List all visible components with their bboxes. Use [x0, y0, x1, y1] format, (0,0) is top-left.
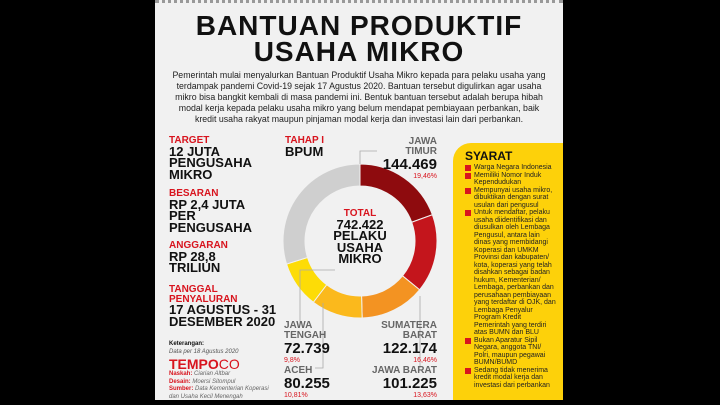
region-percent: 19,46% [413, 173, 437, 180]
donut-chart [282, 150, 472, 369]
syarat-list: Warga Negara Indonesia Memiliki Nomor Ind… [465, 164, 557, 389]
region-value: 101.225 [382, 375, 437, 392]
title: BANTUAN PRODUKTIF USAHA MIKRO [155, 10, 563, 67]
intro-paragraph: Pemerintah mulai menyalurkan Bantuan Pro… [172, 70, 546, 124]
region-percent: 13,63% [413, 392, 437, 399]
label-aceh: ACEH 80.255 10,81% [284, 366, 354, 400]
donut-segment-jawa-barat [361, 275, 421, 319]
fact-value: RP 2,4 JUTA PER PENGUSAHA [169, 196, 253, 235]
total-value: 742.422 [336, 216, 384, 232]
label-sumatera-barat: SUMATERA BARAT 122.174 16,46% [367, 321, 437, 365]
fact-label: TANGGAL PENYALURAN [169, 284, 238, 305]
fact-value: 12 JUTA PENGUSAHA MIKRO [169, 143, 252, 182]
phase-value: BPUM [285, 143, 324, 159]
total: TOTAL 742.422 PELAKU USAHA MIKRO [310, 209, 410, 265]
region-value: 72.739 [284, 340, 330, 357]
phase-label: TAHAP I [285, 135, 325, 146]
total-label: TOTAL [343, 208, 377, 219]
syarat-item: Warga Negara Indonesia [465, 164, 557, 172]
region-name: SUMATERA BARAT [381, 320, 437, 341]
syarat-item: Mempunyai usaha mikro, dibuktikan dengan… [465, 187, 557, 210]
phase: TAHAP I BPUM [285, 136, 324, 157]
credit-text: Moersi Sitompul [192, 378, 236, 385]
fact-value: RP 28,8 TRILIUN [169, 248, 221, 275]
fact-target: TARGET 12 JUTA PENGUSAHA MIKRO [169, 135, 279, 182]
syarat-title: SYARAT [465, 149, 513, 163]
label-jawa-barat: JAWA BARAT 101.225 13,63% [362, 366, 437, 400]
syarat-item: Bukan Aparatur Sipil Negara, anggota TNI… [465, 337, 557, 367]
leader-line [359, 150, 377, 164]
infographic: BANTUAN PRODUKTIF USAHA MIKRO Pemerintah… [155, 0, 563, 400]
label-jawa-timur: JAWA TIMUR 144.469 19,46% [377, 137, 437, 181]
region-name: JAWA TIMUR [405, 136, 437, 157]
region-name: JAWA TENGAH [284, 320, 327, 341]
region-percent: 9,8% [284, 357, 300, 364]
leader-line [299, 269, 335, 323]
fact-label: TARGET [169, 135, 210, 146]
syarat-item: Sedang tidak menerima kredit modal kerja… [465, 367, 557, 390]
credit-text: Data Kementerian Koperasi dan Usaha Keci… [169, 386, 269, 400]
fact-anggaran: ANGGARAN RP 28,8 TRILIUN [169, 241, 279, 274]
region-value: 144.469 [382, 156, 437, 173]
fact-label: BESARAN [169, 188, 219, 199]
fact-tanggal: TANGGAL PENYALURAN 17 AGUSTUS - 31 DESEM… [169, 284, 281, 329]
donut-segment-lainnya [282, 163, 361, 265]
credits: TEMPOCO Naskah: Ciarian Altbar Desain: M… [169, 356, 281, 401]
region-value: 80.255 [284, 375, 330, 392]
title-line: BANTUAN PRODUKTIF [195, 10, 523, 41]
leader-line [315, 303, 324, 369]
syarat-panel: SYARAT Warga Negara Indonesia Memiliki No… [453, 143, 563, 400]
region-name: ACEH [284, 365, 313, 376]
credit-text: Ciarian Altbar [194, 371, 231, 377]
label-jawa-tengah: JAWA TENGAH 72.739 9,8% [284, 321, 344, 365]
fact-besaran: BESARAN RP 2,4 JUTA PER PENGUSAHA [169, 188, 279, 235]
region-name: JAWA BARAT [372, 365, 437, 376]
region-percent: 10,81% [284, 392, 308, 399]
title-line: USAHA MIKRO [253, 36, 465, 67]
note-label: Keterangan: [169, 341, 205, 347]
region-value: 122.174 [382, 340, 437, 357]
note: Keterangan: Data per 18 Agustus 2020 [169, 341, 279, 356]
total-unit: PELAKU USAHA MIKRO [333, 228, 387, 266]
fact-value: 17 AGUSTUS - 31 DESEMBER 2020 [169, 302, 277, 329]
tempo-logo: TEMPOCO [169, 356, 240, 372]
note-text: Data per 18 Agustus 2020 [169, 348, 239, 355]
syarat-item: Memiliki Nomor Induk Kependudukan [465, 172, 557, 187]
syarat-item: Untuk mendaftar, pelaku usaha diidentifi… [465, 209, 557, 337]
region-percent: 16,46% [413, 357, 437, 364]
fact-label: ANGGARAN [169, 240, 228, 251]
